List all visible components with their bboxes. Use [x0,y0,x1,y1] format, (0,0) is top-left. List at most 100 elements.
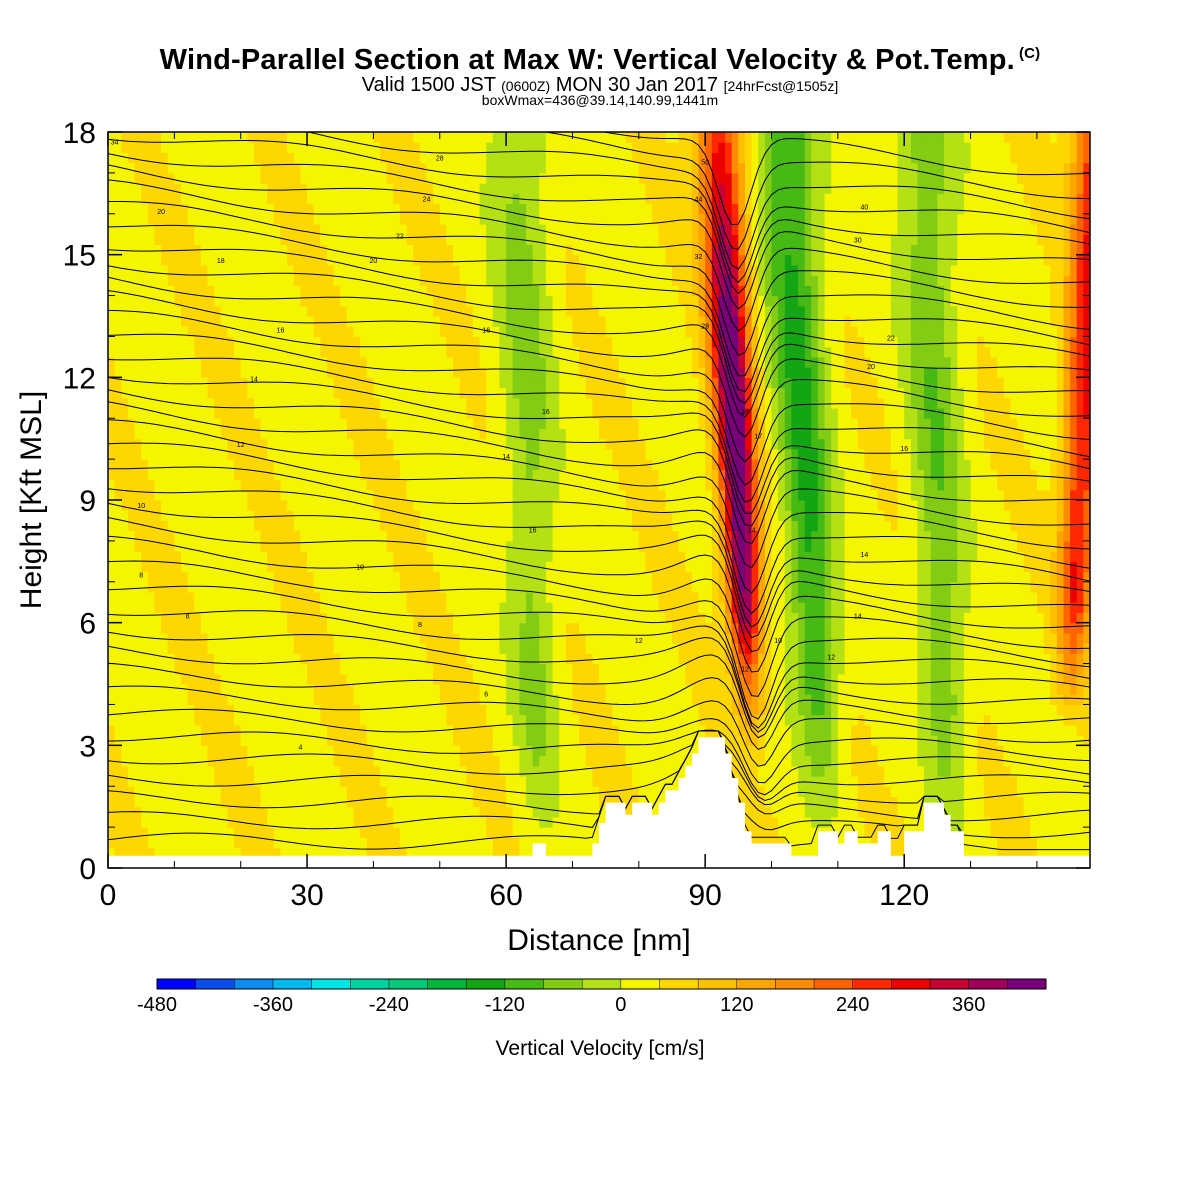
velocity-cell [260,500,268,511]
velocity-cell [552,847,560,859]
velocity-cell [545,244,554,256]
velocity-cell [141,643,149,654]
velocity-cell [506,203,514,215]
velocity-cell [539,551,547,562]
velocity-cell [227,326,235,337]
velocity-cell [413,643,421,654]
velocity-cell [360,336,368,348]
velocity-cell [360,459,368,470]
velocity-cell [280,397,288,409]
velocity-cell [194,172,202,184]
velocity-cell [419,530,428,542]
velocity-cell [512,724,520,736]
velocity-cell [333,551,341,562]
velocity-cell [526,356,534,368]
velocity-cell [220,602,228,613]
velocity-cell [240,142,248,153]
velocity-cell [413,254,421,266]
velocity-cell [333,581,341,593]
velocity-cell [506,367,514,378]
velocity-cell [419,408,428,419]
velocity-cell [393,530,401,542]
velocity-cell [207,336,215,348]
velocity-cell [346,356,355,368]
velocity-cell [413,193,421,205]
velocity-cell [380,776,388,787]
velocity-cell [167,305,175,317]
velocity-cell [187,152,195,164]
velocity-cell [108,142,116,153]
velocity-cell [220,469,228,481]
velocity-cell [366,213,374,225]
velocity-cell [234,326,242,337]
velocity-cell [433,193,441,205]
velocity-cell [506,244,514,256]
velocity-cell [526,827,534,838]
velocity-cell [386,377,394,389]
velocity-cell [539,755,547,767]
velocity-cell [433,714,441,726]
velocity-cell [466,581,474,593]
velocity-cell [333,847,341,859]
velocity-cell [506,172,514,184]
velocity-cell [333,520,341,532]
velocity-cell [181,408,189,419]
velocity-cell [141,183,149,194]
velocity-cell [565,816,573,828]
velocity-cell [273,776,282,787]
velocity-cell [200,816,209,828]
velocity-cell [340,295,348,307]
velocity-cell [181,183,189,194]
velocity-cell [426,234,434,245]
velocity-cell [565,694,573,705]
velocity-cell [227,367,235,378]
velocity-cell [559,377,567,389]
velocity-cell [174,336,182,348]
velocity-cell [280,418,288,429]
velocity-cell [174,203,182,215]
velocity-cell [220,254,228,266]
velocity-cell [254,305,262,317]
velocity-cell [506,643,514,654]
velocity-cell [313,653,321,665]
velocity-cell [346,776,355,787]
velocity-cell [313,837,321,849]
velocity-cell [386,520,394,532]
velocity-cell [161,346,169,358]
velocity-cell [393,285,401,297]
velocity-cell [406,653,414,665]
velocity-cell [479,806,487,818]
velocity-cell [121,837,129,849]
velocity-cell [419,827,428,838]
velocity-cell [360,469,368,481]
velocity-cell [519,316,527,327]
velocity-cell [114,684,122,695]
velocity-cell [267,193,275,205]
velocity-cell [154,459,162,470]
velocity-cell [333,592,341,603]
velocity-cell [453,203,461,215]
velocity-cell [413,264,421,276]
velocity-cell [214,673,222,685]
velocity-cell [373,397,381,409]
velocity-cell [353,612,361,624]
velocity-cell [260,479,268,491]
velocity-cell [114,387,122,399]
velocity-cell [499,816,507,828]
velocity-cell [386,479,394,491]
velocity-cell [373,459,381,470]
velocity-cell [108,694,116,705]
velocity-cell [399,806,408,818]
velocity-cell [545,234,554,245]
velocity-cell [167,622,175,634]
velocity-cell [366,336,374,348]
velocity-cell [492,479,500,491]
velocity-cell [167,694,175,705]
velocity-cell [459,632,467,644]
velocity-cell [194,673,202,685]
velocity-cell [187,193,195,205]
velocity-cell [247,254,255,266]
velocity-cell [167,132,175,143]
velocity-cell [260,408,268,419]
velocity-cell [380,224,388,235]
